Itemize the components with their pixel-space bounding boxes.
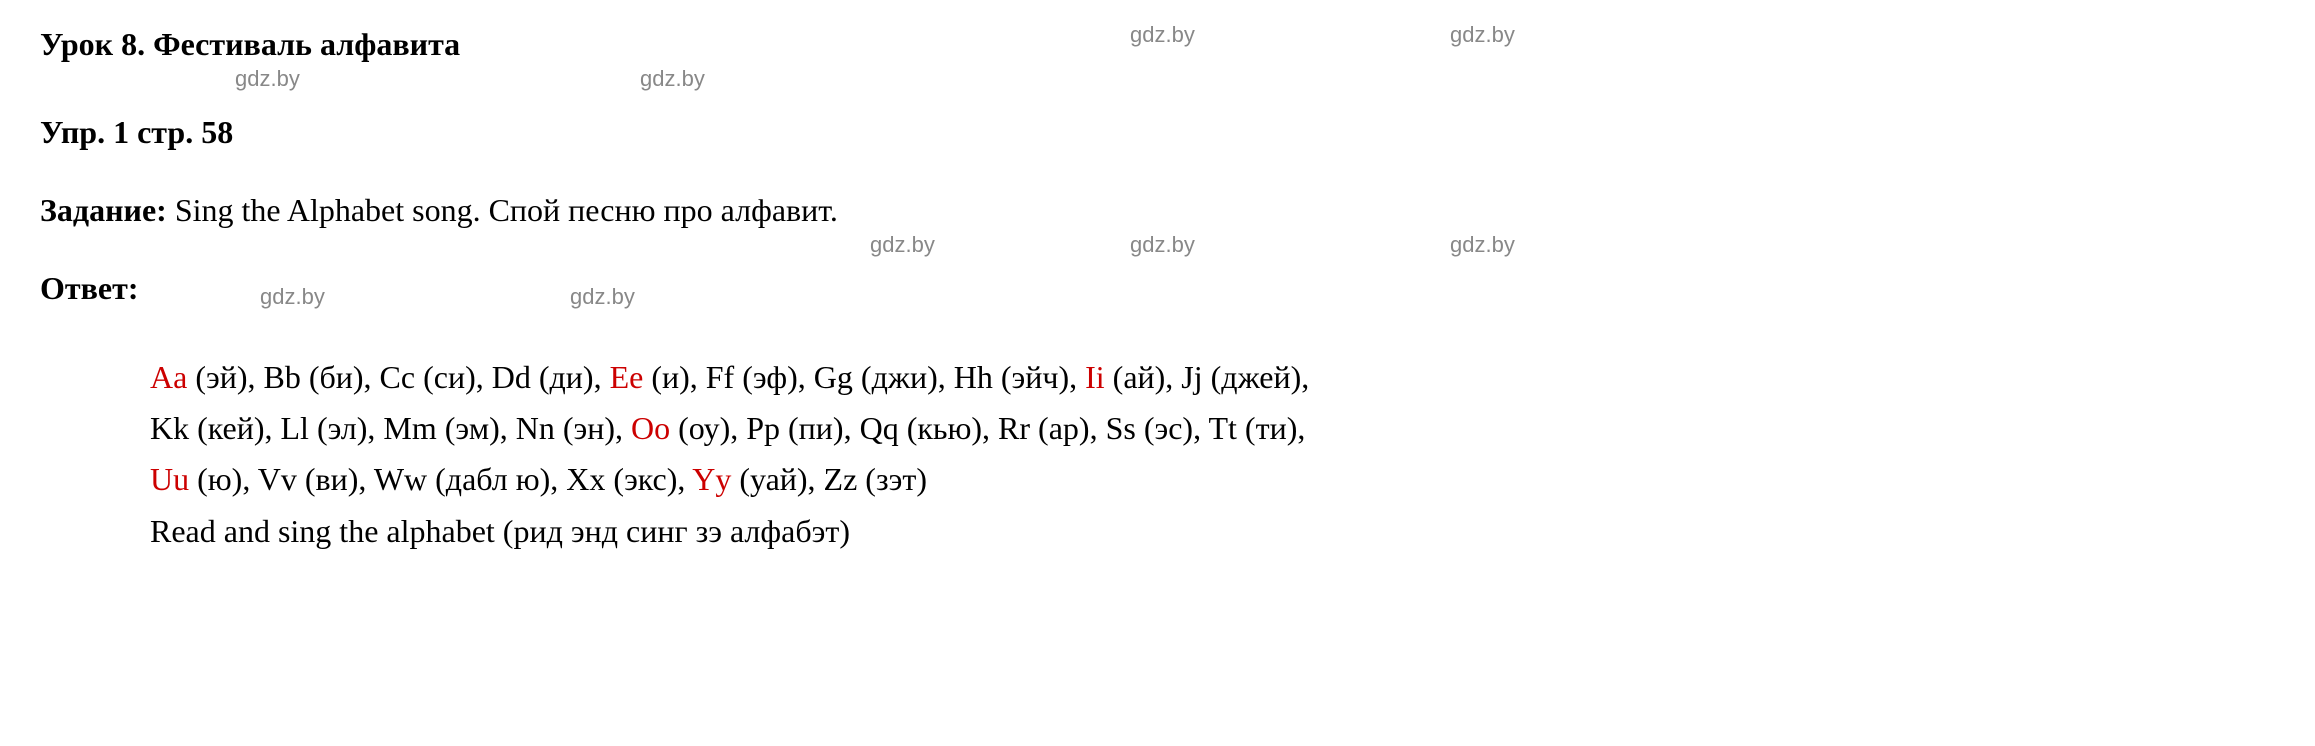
alphabet-letter: Kk [150,410,189,446]
alphabet-pronunciation: (экс), [605,461,692,497]
alphabet-pronunciation: (ай), [1105,359,1182,395]
alphabet-pronunciation: (си), [415,359,492,395]
alphabet-pronunciation: (ти), [1237,410,1305,446]
alphabet-row-2: Kk (кей), Ll (эл), Mm (эм), Nn (эн), Oo … [150,403,2275,454]
alphabet-letter: Yy [692,461,731,497]
alphabet-letter: Ss [1106,410,1136,446]
task-text: Sing the Alphabet song. Спой песню про а… [167,192,838,228]
alphabet-pronunciation: (эл), [309,410,383,446]
alphabet-pronunciation: (оу), [670,410,746,446]
alphabet-letter: Pp [746,410,780,446]
alphabet-pronunciation: (ю), [189,461,258,497]
alphabet-pronunciation: (и), [643,359,705,395]
alphabet-pronunciation: (ди), [531,359,610,395]
alphabet-letter: Ll [281,410,309,446]
alphabet-pronunciation: (эф), [734,359,814,395]
alphabet-letter: Xx [566,461,605,497]
alphabet-letter: Nn [516,410,555,446]
alphabet-letter: Jj [1181,359,1202,395]
alphabet-pronunciation: (ар), [1030,410,1106,446]
alphabet-letter: Uu [150,461,189,497]
answer-heading: Ответ: [40,264,2275,312]
alphabet-pronunciation: (дабл ю), [427,461,566,497]
alphabet-letter: Cc [380,359,416,395]
alphabet-letter: Dd [492,359,531,395]
alphabet-letter: Ww [374,461,427,497]
alphabet-pronunciation: (би), [301,359,380,395]
alphabet-pronunciation: (пи), [780,410,860,446]
alphabet-pronunciation: (эйч), [993,359,1085,395]
alphabet-letter: Hh [954,359,993,395]
alphabet-row-1: Aa (эй), Bb (би), Cc (си), Dd (ди), Ee (… [150,352,2275,403]
alphabet-pronunciation: (джи), [853,359,954,395]
alphabet-content: Aa (эй), Bb (би), Cc (си), Dd (ди), Ee (… [40,352,2275,557]
alphabet-letter: Rr [998,410,1030,446]
answer-label: Ответ: [40,270,138,306]
exercise-heading-text: Упр. 1 стр. 58 [40,114,233,150]
alphabet-letter: Oo [631,410,670,446]
alphabet-letter: Vv [258,461,297,497]
alphabet-pronunciation: (зэт) [857,461,927,497]
alphabet-pronunciation: (эй), [187,359,263,395]
alphabet-pronunciation: (джей), [1203,359,1310,395]
task-line: Задание: Sing the Alphabet song. Спой пе… [40,186,2275,234]
alphabet-pronunciation: (уай), [731,461,823,497]
alphabet-pronunciation: (ви), [297,461,374,497]
alphabet-letter: Qq [860,410,899,446]
alphabet-row-3: Uu (ю), Vv (ви), Ww (дабл ю), Xx (экс), … [150,454,2275,505]
alphabet-letter: Tt [1208,410,1236,446]
lesson-title: Урок 8. Фестиваль алфавита [40,20,2275,68]
alphabet-letter: Mm [383,410,436,446]
alphabet-pronunciation: (эс), [1136,410,1209,446]
alphabet-letter: Ii [1085,359,1105,395]
alphabet-letter: Aa [150,359,187,395]
alphabet-pronunciation: (кью), [899,410,998,446]
title-text: Урок 8. Фестиваль алфавита [40,26,460,62]
alphabet-letter: Zz [824,461,858,497]
alphabet-pronunciation: (кей), [189,410,280,446]
alphabet-letter: Gg [814,359,853,395]
alphabet-letter: Ff [706,359,734,395]
task-label: Задание: [40,192,167,228]
alphabet-letter: Ee [610,359,644,395]
exercise-heading: Упр. 1 стр. 58 [40,108,2275,156]
alphabet-pronunciation: (эн), [555,410,631,446]
alphabet-letter: Bb [263,359,300,395]
alphabet-pronunciation: (эм), [437,410,516,446]
final-line: Read and sing the alphabet (рид энд синг… [150,506,2275,557]
